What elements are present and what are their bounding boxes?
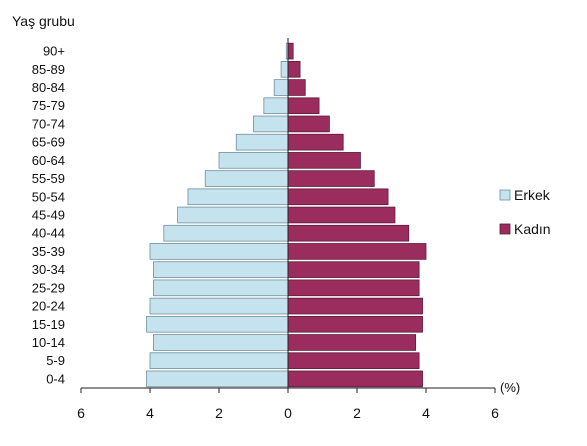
bar-kadin-0-4	[287, 370, 423, 388]
bar-kadin-5-9	[287, 352, 420, 369]
y-tick-label: 30-34	[32, 262, 65, 277]
legend-swatch-kadin	[499, 223, 511, 235]
x-tick-label: 4	[146, 405, 154, 421]
x-axis: 6 4 2 0 2 4 6	[77, 38, 499, 421]
bar-erkek-65-69	[235, 133, 289, 151]
y-tick-label: 40-44	[32, 226, 65, 241]
bar-erkek-20-24	[149, 297, 289, 315]
bar-erkek-5-9	[149, 352, 289, 369]
bar-kadin-55-59	[287, 170, 375, 187]
bar-kadin-15-19	[287, 315, 423, 333]
bar-erkek-40-44	[163, 224, 289, 242]
y-tick-labels: 0-4 5-9 10-14 15-19 20-24 25-29 30-34 35-39 40-4…	[32, 44, 65, 387]
x-tick-label: 4	[422, 405, 430, 421]
x-tick-label: 0	[284, 405, 292, 421]
bar-erkek-80-84	[273, 79, 289, 96]
bar-kadin-35-39	[287, 243, 427, 260]
x-tick-label: 6	[77, 405, 85, 421]
bar-erkek-50-54	[187, 188, 289, 206]
bar-kadin-20-24	[287, 297, 423, 315]
bars-group	[146, 42, 427, 388]
bar-kadin-45-49	[287, 206, 396, 224]
bar-kadin-75-79	[287, 97, 320, 115]
bar-erkek-30-34	[153, 261, 289, 278]
y-axis-title: Yaş grubu	[12, 13, 75, 29]
bar-kadin-25-29	[287, 279, 420, 297]
y-tick-label: 10-14	[32, 335, 65, 350]
y-tick-label: 0-4	[46, 371, 65, 386]
x-axis-unit: (%)	[500, 380, 520, 395]
x-tick-label: 6	[491, 405, 499, 421]
bar-erkek-35-39	[149, 243, 289, 260]
bar-erkek-70-74	[253, 115, 289, 133]
bar-kadin-30-34	[287, 261, 420, 278]
bar-kadin-80-84	[287, 79, 306, 96]
bar-erkek-15-19	[146, 315, 289, 333]
y-tick-label: 55-59	[32, 171, 65, 186]
bar-erkek-60-64	[218, 152, 289, 169]
y-tick-label: 65-69	[32, 135, 65, 150]
bar-erkek-0-4	[146, 370, 289, 388]
legend-label-kadin: Kadın	[514, 221, 551, 237]
y-tick-label: 85-89	[32, 62, 65, 77]
x-tick-label: 2	[215, 405, 223, 421]
y-tick-label: 80-84	[32, 80, 65, 95]
y-tick-label: 5-9	[46, 353, 65, 368]
bar-kadin-90+	[287, 42, 294, 60]
y-tick-label: 45-49	[32, 208, 65, 223]
x-tick-label: 2	[353, 405, 361, 421]
bar-erkek-25-29	[153, 279, 289, 297]
bar-erkek-55-59	[204, 170, 289, 187]
y-tick-label: 75-79	[32, 98, 65, 113]
y-tick-label: 60-64	[32, 153, 65, 168]
legend-label-erkek: Erkek	[514, 187, 551, 203]
legend: Erkek Kadın	[499, 187, 551, 237]
y-tick-label: 90+	[43, 44, 65, 59]
bar-kadin-85-89	[287, 61, 301, 78]
bar-kadin-65-69	[287, 133, 344, 151]
bar-kadin-50-54	[287, 188, 389, 206]
bar-kadin-40-44	[287, 224, 410, 242]
y-tick-label: 25-29	[32, 280, 65, 295]
y-tick-label: 20-24	[32, 299, 65, 314]
legend-swatch-erkek	[499, 189, 511, 201]
bar-erkek-10-14	[153, 334, 289, 351]
y-tick-label: 15-19	[32, 317, 65, 332]
bar-kadin-70-74	[287, 115, 330, 133]
y-tick-label: 50-54	[32, 189, 65, 204]
y-tick-label: 70-74	[32, 116, 65, 131]
bar-erkek-75-79	[263, 97, 289, 115]
bar-erkek-85-89	[280, 61, 289, 78]
bar-erkek-45-49	[177, 206, 289, 224]
bar-kadin-10-14	[287, 334, 417, 351]
bar-kadin-60-64	[287, 152, 361, 169]
y-tick-label: 35-39	[32, 244, 65, 259]
